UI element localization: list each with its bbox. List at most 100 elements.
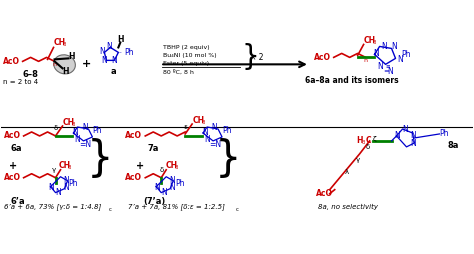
- Text: AcO: AcO: [3, 57, 20, 66]
- Text: CH: CH: [54, 38, 66, 47]
- Text: N: N: [410, 139, 416, 148]
- Text: δ: δ: [365, 144, 370, 150]
- Text: γ: γ: [52, 167, 55, 173]
- Text: +: +: [136, 161, 145, 171]
- Text: N: N: [169, 176, 175, 185]
- Text: a: a: [110, 67, 116, 76]
- Text: }: }: [215, 138, 241, 180]
- Text: AcO: AcO: [314, 53, 331, 62]
- Text: +: +: [9, 161, 17, 171]
- Text: CH: CH: [364, 36, 376, 45]
- Text: N: N: [73, 129, 78, 137]
- Text: n = 2 to 4: n = 2 to 4: [3, 79, 38, 85]
- Text: TBHP (2 equiv): TBHP (2 equiv): [163, 45, 210, 50]
- Text: 7’a + 7a, 81% [δ:ε = 1:2.5]: 7’a + 7a, 81% [δ:ε = 1:2.5]: [128, 203, 225, 210]
- Text: Bu₄NI (10 mol %): Bu₄NI (10 mol %): [163, 53, 217, 58]
- Text: n: n: [53, 62, 56, 67]
- Text: AcO: AcO: [4, 173, 21, 182]
- Text: C: C: [365, 136, 371, 146]
- Text: N: N: [100, 47, 105, 56]
- Text: c: c: [109, 207, 111, 212]
- Text: λ: λ: [345, 169, 349, 175]
- Text: c: c: [236, 207, 239, 212]
- Text: N: N: [392, 42, 397, 51]
- Text: Ph: Ph: [401, 50, 411, 59]
- Text: N: N: [161, 188, 167, 197]
- Text: Ph: Ph: [69, 179, 78, 188]
- Text: 3: 3: [201, 120, 205, 124]
- Text: 6a–8a and its isomers: 6a–8a and its isomers: [305, 76, 399, 85]
- Text: N: N: [55, 188, 61, 197]
- Text: Ph: Ph: [439, 130, 449, 138]
- Text: N: N: [74, 135, 80, 145]
- Text: N: N: [382, 42, 387, 51]
- Text: N: N: [154, 183, 160, 192]
- Text: CH: CH: [63, 118, 74, 126]
- Text: CH: CH: [192, 116, 204, 124]
- Text: H: H: [356, 136, 363, 146]
- Text: H: H: [69, 52, 75, 61]
- Text: H: H: [117, 35, 124, 44]
- Text: N: N: [378, 62, 383, 71]
- Text: 80 ºC, 8 h: 80 ºC, 8 h: [163, 70, 194, 75]
- Text: N: N: [394, 132, 400, 140]
- Text: N: N: [398, 55, 403, 64]
- Text: =N: =N: [80, 140, 91, 149]
- Ellipse shape: [54, 55, 75, 74]
- Text: N: N: [169, 183, 175, 192]
- Text: 3: 3: [174, 165, 178, 170]
- Text: N: N: [388, 67, 393, 76]
- Text: CH: CH: [58, 161, 71, 170]
- Text: × 2: × 2: [250, 53, 264, 62]
- Text: 6–8: 6–8: [23, 70, 38, 79]
- Text: N: N: [64, 183, 69, 192]
- Text: CH: CH: [165, 161, 177, 170]
- Text: –N: –N: [80, 123, 89, 133]
- Text: Ph: Ph: [175, 179, 185, 188]
- Text: ε: ε: [183, 124, 187, 130]
- Text: H: H: [63, 67, 69, 76]
- Text: =: =: [383, 68, 390, 74]
- Text: 3: 3: [67, 165, 71, 170]
- Text: Ph: Ph: [92, 126, 102, 135]
- Text: 6’a: 6’a: [11, 197, 25, 206]
- Text: AcO: AcO: [316, 189, 333, 198]
- Text: 3: 3: [362, 140, 365, 145]
- Text: N: N: [374, 49, 379, 58]
- Text: N: N: [48, 183, 55, 192]
- Text: –N: –N: [209, 123, 219, 133]
- Text: }: }: [87, 138, 114, 180]
- Text: AcO: AcO: [4, 132, 21, 140]
- Text: ≡: ≡: [385, 64, 390, 69]
- Text: 3: 3: [373, 40, 376, 45]
- Text: 7a: 7a: [147, 144, 159, 153]
- Text: 6’a + 6a, 73% [γ:δ = 1:4.8]: 6’a + 6a, 73% [γ:δ = 1:4.8]: [4, 203, 101, 210]
- Text: N: N: [202, 129, 208, 137]
- Text: N: N: [107, 42, 112, 51]
- Text: N: N: [410, 132, 416, 140]
- Text: =N: =N: [209, 140, 221, 149]
- Text: AcO: AcO: [125, 132, 142, 140]
- Text: Ester (5 equiv): Ester (5 equiv): [163, 61, 210, 66]
- Text: N: N: [402, 125, 408, 134]
- Text: N: N: [111, 56, 117, 65]
- Text: n: n: [364, 58, 368, 63]
- Text: Ph: Ph: [124, 48, 134, 57]
- Text: 8a: 8a: [447, 141, 459, 150]
- Text: AcO: AcO: [125, 173, 142, 182]
- Text: 6a: 6a: [11, 144, 22, 153]
- Text: 8a, no selectivity: 8a, no selectivity: [318, 203, 378, 210]
- Text: Ph: Ph: [222, 126, 231, 135]
- Text: N: N: [64, 176, 69, 185]
- Text: δ: δ: [159, 167, 164, 173]
- Text: (7’a): (7’a): [143, 197, 165, 206]
- Text: 3: 3: [72, 121, 75, 126]
- Text: γ: γ: [356, 157, 360, 163]
- Text: N: N: [204, 135, 210, 145]
- Text: δ: δ: [54, 125, 58, 131]
- Text: –: –: [119, 50, 122, 55]
- Text: ζ: ζ: [373, 136, 376, 142]
- Text: 3: 3: [63, 42, 66, 47]
- Text: +: +: [82, 59, 91, 69]
- Text: N: N: [101, 56, 107, 65]
